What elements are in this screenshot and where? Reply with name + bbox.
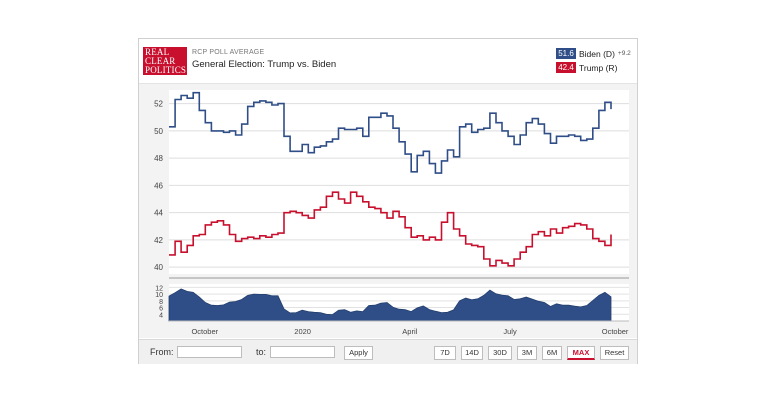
x-tick-label: 2020 xyxy=(294,327,311,336)
legend-trump: 42.4 Trump (R) xyxy=(556,62,617,74)
legend-biden: 51.6 Biden (D) +9.2 xyxy=(556,48,631,60)
from-label: From: xyxy=(150,347,174,357)
reset-button[interactable]: Reset xyxy=(600,346,629,360)
chart-area: 40 42 44 46 48 50 52 4 6 8 10 12 October 2020 April Jul… xyxy=(139,84,637,338)
y-tick-label: 48 xyxy=(154,154,163,163)
biden-series-line xyxy=(169,91,612,174)
poll-widget: REAL CLEAR POLITICS RCP POLL AVERAGE Gen… xyxy=(138,38,638,364)
legend-trump-name: Trump (R) xyxy=(579,62,618,73)
range-6m-button[interactable]: 6M xyxy=(542,346,562,360)
rcp-logo: REAL CLEAR POLITICS xyxy=(143,47,187,75)
range-7d-button[interactable]: 7D xyxy=(434,346,456,360)
y-tick-label: 50 xyxy=(154,127,163,136)
chart-header: REAL CLEAR POLITICS RCP POLL AVERAGE Gen… xyxy=(139,39,637,84)
chart-title: General Election: Trump vs. Biden xyxy=(192,59,337,70)
y-tick-label: 46 xyxy=(154,181,163,190)
legend-biden-spread: +9.2 xyxy=(617,50,631,58)
legend-biden-value: 51.6 xyxy=(556,48,576,60)
range-14d-button[interactable]: 14D xyxy=(461,346,483,360)
chart-footer: From: to: Apply 7D 14D 30D 3M 6M MAX Res… xyxy=(139,339,637,364)
x-tick-label: April xyxy=(402,327,417,336)
range-3m-button[interactable]: 3M xyxy=(517,346,537,360)
trump-series-line xyxy=(169,191,612,267)
to-label: to: xyxy=(256,347,267,357)
y-tick-label: 40 xyxy=(154,263,163,272)
x-tick-label: July xyxy=(503,327,517,336)
spread-area xyxy=(168,288,612,322)
spread-tick-label: 10 xyxy=(155,292,163,299)
spread-tick-label: 6 xyxy=(159,306,163,313)
chart-kicker: RCP POLL AVERAGE xyxy=(192,49,265,56)
range-30d-button[interactable]: 30D xyxy=(488,346,512,360)
apply-button[interactable]: Apply xyxy=(344,346,373,360)
legend-biden-name: Biden (D) xyxy=(579,48,615,59)
x-tick-label: October xyxy=(191,327,218,336)
main-plot-background xyxy=(169,90,629,274)
spread-tick-label: 4 xyxy=(159,312,163,319)
spread-tick-label: 12 xyxy=(155,285,163,292)
from-date-input[interactable] xyxy=(177,346,242,358)
legend-trump-value: 42.4 xyxy=(556,62,576,74)
y-tick-label: 44 xyxy=(154,209,163,218)
y-tick-label: 52 xyxy=(154,100,163,109)
y-tick-label: 42 xyxy=(154,236,163,245)
spread-tick-label: 8 xyxy=(159,299,163,306)
to-date-input[interactable] xyxy=(270,346,335,358)
x-tick-label: October xyxy=(602,327,629,336)
range-max-button[interactable]: MAX xyxy=(567,346,595,360)
